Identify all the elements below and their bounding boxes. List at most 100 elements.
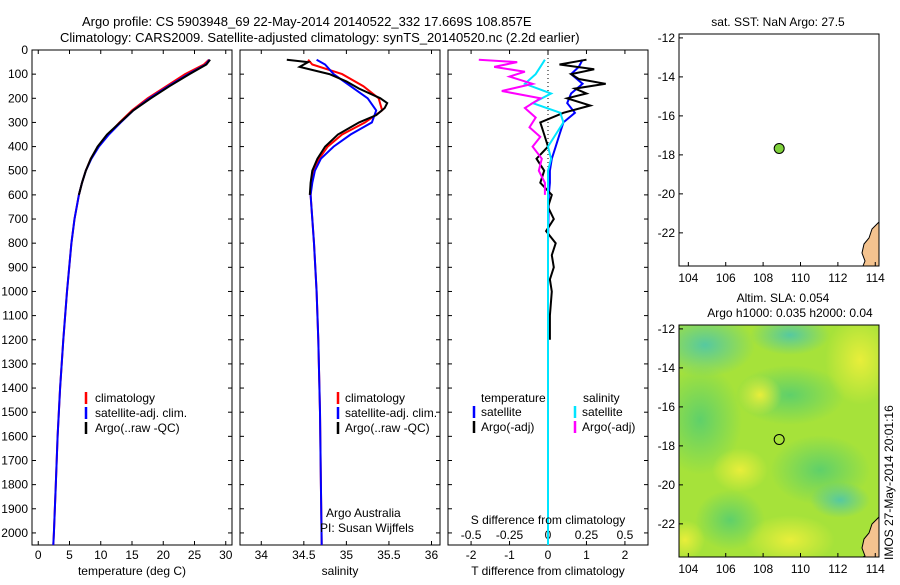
series-line (52, 59, 211, 545)
depth-tick-label: 100 (8, 67, 28, 81)
map-y-tick-label: -18 (658, 439, 676, 453)
map-y-tick-label: -14 (658, 70, 676, 84)
map-x-tick-label: 106 (716, 562, 736, 576)
altim-map-frame (678, 324, 880, 558)
depth-tick-label: 800 (8, 236, 28, 250)
s-diff-tick-label: 0.5 (617, 528, 634, 542)
map-x-tick-label: 108 (753, 271, 773, 285)
series-line (307, 59, 384, 545)
x-tick-label: 34 (255, 548, 269, 562)
sst-map-title: sat. SST: NaN Argo: 27.5 (711, 15, 845, 29)
map-x-tick-label: 108 (753, 562, 773, 576)
legend-title-salinity: salinity (583, 391, 620, 405)
difference-legend: temperature salinity satellite Argo(-adj… (472, 391, 635, 434)
map-y-tick-label: -14 (658, 361, 676, 375)
title-line1: Argo profile: CS 5903948_69 22-May-2014 … (82, 14, 532, 29)
legend-title-temperature: temperature (481, 391, 546, 405)
depth-tick-label: 900 (8, 260, 28, 274)
difference-xlabel: T difference from climatology (471, 564, 625, 578)
map-x-tick-label: 104 (678, 562, 698, 576)
depth-tick-label: 1800 (1, 478, 28, 492)
x-tick-label: 34.5 (292, 548, 316, 562)
x-tick-label: 5 (66, 548, 73, 562)
temperature-panel (31, 49, 233, 546)
altimetry-heatmap (679, 325, 879, 557)
map-y-tick-label: -16 (658, 400, 676, 414)
depth-tick-label: 500 (8, 164, 28, 178)
map-x-tick-label: 114 (866, 562, 885, 576)
legend-label-sal-satellite: satellite (582, 405, 623, 419)
depth-tick-label: 1300 (1, 357, 28, 371)
legend-label-temp-satellite: satellite (481, 405, 522, 419)
series-line (522, 59, 565, 545)
altim-map-title1: Altim. SLA: 0.054 (737, 291, 830, 305)
x-tick-label: 0 (545, 548, 552, 562)
map-x-tick-label: 104 (678, 271, 698, 285)
x-tick-label: -2 (466, 548, 477, 562)
map-x-tick-label: 110 (791, 562, 810, 576)
legend-label-climatology: climatology (345, 391, 405, 405)
map-y-tick-label: -20 (658, 187, 676, 201)
legend-label-argo: Argo(..raw -QC) (95, 421, 180, 435)
x-tick-label: 15 (125, 548, 139, 562)
depth-tick-label: 1200 (1, 333, 28, 347)
argo-location-marker (773, 142, 785, 154)
legend-label-satellite: satellite-adj. clim. (95, 406, 187, 420)
legend-label-temp-argo: Argo(-adj) (481, 420, 534, 434)
x-tick-label: 1 (583, 548, 590, 562)
depth-tick-label: 1600 (1, 429, 28, 443)
series-line (77, 59, 211, 196)
s-diff-tick-label: -0.25 (496, 528, 524, 542)
difference-xlabel-top: S difference from climatology (471, 513, 626, 527)
depth-tick-label: 0 (21, 43, 28, 57)
argo-location-marker (773, 433, 785, 445)
temperature-xlabel: temperature (deg C) (78, 564, 186, 578)
map-x-tick-label: 110 (791, 271, 810, 285)
depth-tick-label: 400 (8, 140, 28, 154)
depth-tick-label: 1400 (1, 381, 28, 395)
map-y-tick-label: -18 (658, 148, 676, 162)
coastline (861, 220, 880, 267)
legend-label-argo: Argo(..raw -QC) (345, 421, 430, 435)
map-y-tick-label: -22 (658, 226, 676, 240)
depth-tick-label: 700 (8, 212, 28, 226)
x-tick-label: 20 (157, 548, 171, 562)
map-x-tick-label: 112 (828, 271, 847, 285)
map-x-tick-label: 114 (866, 271, 885, 285)
depth-tick-label: 1100 (2, 309, 28, 323)
x-tick-label: 2 (622, 548, 629, 562)
annotation-line1: Argo Australia (326, 506, 401, 520)
series-line (547, 59, 585, 545)
salinity-legend: climatology satellite-adj. clim. Argo(..… (336, 391, 437, 435)
salinity-xlabel: salinity (322, 564, 359, 578)
x-tick-label: 25 (188, 548, 202, 562)
map-y-tick-label: -16 (658, 109, 676, 123)
depth-tick-label: 1900 (1, 502, 28, 516)
salinity-panel (239, 49, 441, 546)
series-line (535, 58, 606, 340)
side-label: IMOS 27-May-2014 20:01:16 (882, 405, 896, 560)
map-y-tick-label: -22 (658, 517, 676, 531)
depth-tick-label: 1000 (1, 284, 28, 298)
coastline (861, 515, 880, 558)
map-y-tick-label: -12 (658, 31, 676, 45)
depth-tick-label: 2000 (1, 526, 28, 540)
series-line (286, 58, 389, 195)
map-y-tick-label: -20 (658, 478, 676, 492)
x-tick-label: 30 (219, 548, 233, 562)
legend-label-sal-argo: Argo(-adj) (582, 420, 635, 434)
temperature-legend: climatology satellite-adj. clim. Argo(..… (84, 391, 187, 435)
series-line (309, 58, 378, 545)
series-line (478, 58, 546, 195)
depth-tick-label: 1700 (1, 453, 28, 467)
depth-tick-label: 200 (8, 91, 28, 105)
legend-label-satellite: satellite-adj. clim. (345, 406, 437, 420)
s-diff-tick-label: 0.25 (575, 528, 599, 542)
depth-tick-label: 1500 (1, 405, 28, 419)
x-tick-label: 35.5 (377, 548, 401, 562)
map-x-tick-label: 112 (828, 562, 847, 576)
map-x-tick-label: 106 (716, 271, 736, 285)
annotation-line2: PI: Susan Wijffels (320, 521, 414, 535)
series-line (52, 58, 210, 545)
